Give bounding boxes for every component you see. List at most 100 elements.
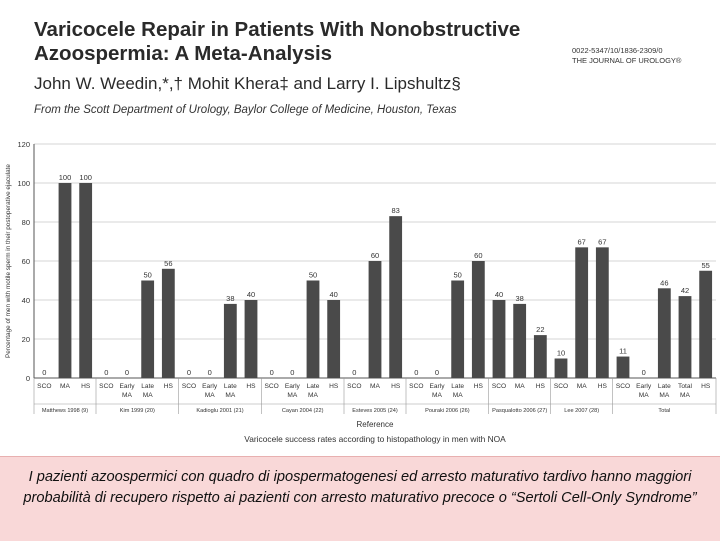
group-label: Total — [658, 408, 670, 414]
journal-name: THE JOURNAL OF UROLOGY® — [572, 56, 682, 65]
caption-text: I pazienti azoospermici con quadro di ip… — [23, 469, 697, 506]
bar-category-label: Late — [658, 383, 671, 390]
bar-value-label: 0 — [187, 368, 191, 377]
bar-category-label: Early — [202, 383, 218, 390]
bar-category-label: SCO — [492, 383, 506, 390]
group-label: Pouraki 2006 (26) — [425, 408, 470, 414]
bar — [595, 247, 609, 378]
bar-value-label: 100 — [59, 173, 72, 182]
bar-value-label: 40 — [247, 290, 255, 299]
bar-value-label: 60 — [371, 251, 379, 260]
bar-category-label: MA — [577, 383, 587, 390]
bar-category-label: HS — [329, 383, 339, 390]
y-tick-label: 20 — [22, 335, 30, 344]
bar-value-label: 0 — [414, 368, 418, 377]
bar-category-label: Early — [119, 383, 135, 390]
bar — [533, 335, 547, 378]
chart-title: Varicocele success rates according to hi… — [244, 434, 506, 444]
bar — [575, 247, 589, 378]
y-tick-label: 40 — [22, 296, 30, 305]
bar — [513, 303, 527, 378]
bar-value-label: 100 — [79, 173, 92, 182]
bar-category-label: SCO — [409, 383, 423, 390]
bar-category-label: MA — [432, 392, 442, 399]
bar-category-label: Early — [285, 383, 301, 390]
y-tick-label: 80 — [22, 218, 30, 227]
bar-value-label: 50 — [143, 271, 151, 280]
bar-category-label: SCO — [616, 383, 630, 390]
bar-category-label: SCO — [265, 383, 279, 390]
bar-category-label: MA — [453, 392, 463, 399]
bar-value-label: 0 — [104, 368, 108, 377]
bar-category-label: MA — [205, 392, 215, 399]
bar-value-label: 0 — [270, 368, 274, 377]
bar-category-label: MA — [225, 392, 235, 399]
bar-category-label: MA — [287, 392, 297, 399]
bar-category-label: HS — [701, 383, 711, 390]
caption-box: I pazienti azoospermici con quadro di ip… — [0, 456, 720, 541]
bar-category-label: MA — [308, 392, 318, 399]
bar-category-label: Total — [678, 383, 692, 390]
bar-value-label: 40 — [329, 290, 337, 299]
bar-category-label: Late — [307, 383, 320, 390]
bar-category-label: Late — [224, 383, 237, 390]
bar-category-label: HS — [474, 383, 484, 390]
bar-value-label: 0 — [435, 368, 439, 377]
bar — [223, 303, 237, 378]
x-axis-label: Reference — [357, 420, 394, 429]
y-tick-label: 60 — [22, 257, 30, 266]
bar-value-label: 55 — [701, 261, 709, 270]
bar-value-label: 67 — [577, 237, 585, 246]
bar-value-label: 22 — [536, 325, 544, 334]
bar-value-label: 42 — [681, 286, 689, 295]
y-tick-label: 0 — [26, 374, 30, 383]
bar-value-label: 56 — [164, 259, 172, 268]
group-label: Cayan 2004 (22) — [282, 408, 324, 414]
group-label: Esteves 2005 (24) — [352, 408, 398, 414]
bar-category-label: MA — [515, 383, 525, 390]
bar-value-label: 0 — [642, 368, 646, 377]
y-tick-label: 120 — [17, 140, 30, 149]
bar-category-label: HS — [164, 383, 174, 390]
bar-value-label: 50 — [309, 271, 317, 280]
group-label: Lee 2007 (28) — [564, 408, 599, 414]
bar-value-label: 60 — [474, 251, 482, 260]
group-label: Matthews 1998 (9) — [42, 408, 88, 414]
bar-category-label: MA — [370, 383, 380, 390]
bar-category-label: SCO — [554, 383, 568, 390]
bar-value-label: 0 — [352, 368, 356, 377]
bar-category-label: MA — [680, 392, 690, 399]
bar-category-label: HS — [246, 383, 256, 390]
article-authors: John W. Weedin,*,† Mohit Khera‡ and Larr… — [34, 74, 461, 93]
bar-value-label: 83 — [391, 206, 399, 215]
bar-category-label: MA — [60, 383, 70, 390]
bar-category-label: Early — [429, 383, 445, 390]
bar-category-label: HS — [598, 383, 608, 390]
bar — [141, 280, 155, 378]
article-affiliation: From the Scott Department of Urology, Ba… — [34, 104, 457, 116]
bar-category-label: HS — [81, 383, 91, 390]
journal-code: 0022-5347/10/1836-2309/0 — [572, 46, 663, 55]
bar-category-label: HS — [391, 383, 401, 390]
bar — [616, 356, 630, 378]
bar — [79, 183, 93, 378]
bar-category-label: MA — [122, 392, 132, 399]
bar — [161, 268, 175, 378]
bar — [244, 300, 258, 378]
group-label: Pasqualotto 2006 (27) — [492, 408, 547, 414]
bar-value-label: 0 — [290, 368, 294, 377]
bar — [389, 216, 403, 378]
article-title: Varicocele Repair in Patients With Nonob… — [34, 18, 564, 66]
bar-value-label: 0 — [42, 368, 46, 377]
group-label: Kim 1999 (20) — [120, 408, 155, 414]
bar-value-label: 38 — [515, 294, 523, 303]
bar-value-label: 11 — [619, 347, 627, 356]
bar-category-label: Late — [451, 383, 464, 390]
bar — [657, 288, 671, 378]
y-axis-label: Percentage of men with motile sperm in t… — [5, 164, 12, 358]
bar-value-label: 10 — [557, 349, 565, 358]
bar — [471, 261, 485, 378]
bar-value-label: 50 — [453, 271, 461, 280]
bar — [492, 300, 506, 378]
